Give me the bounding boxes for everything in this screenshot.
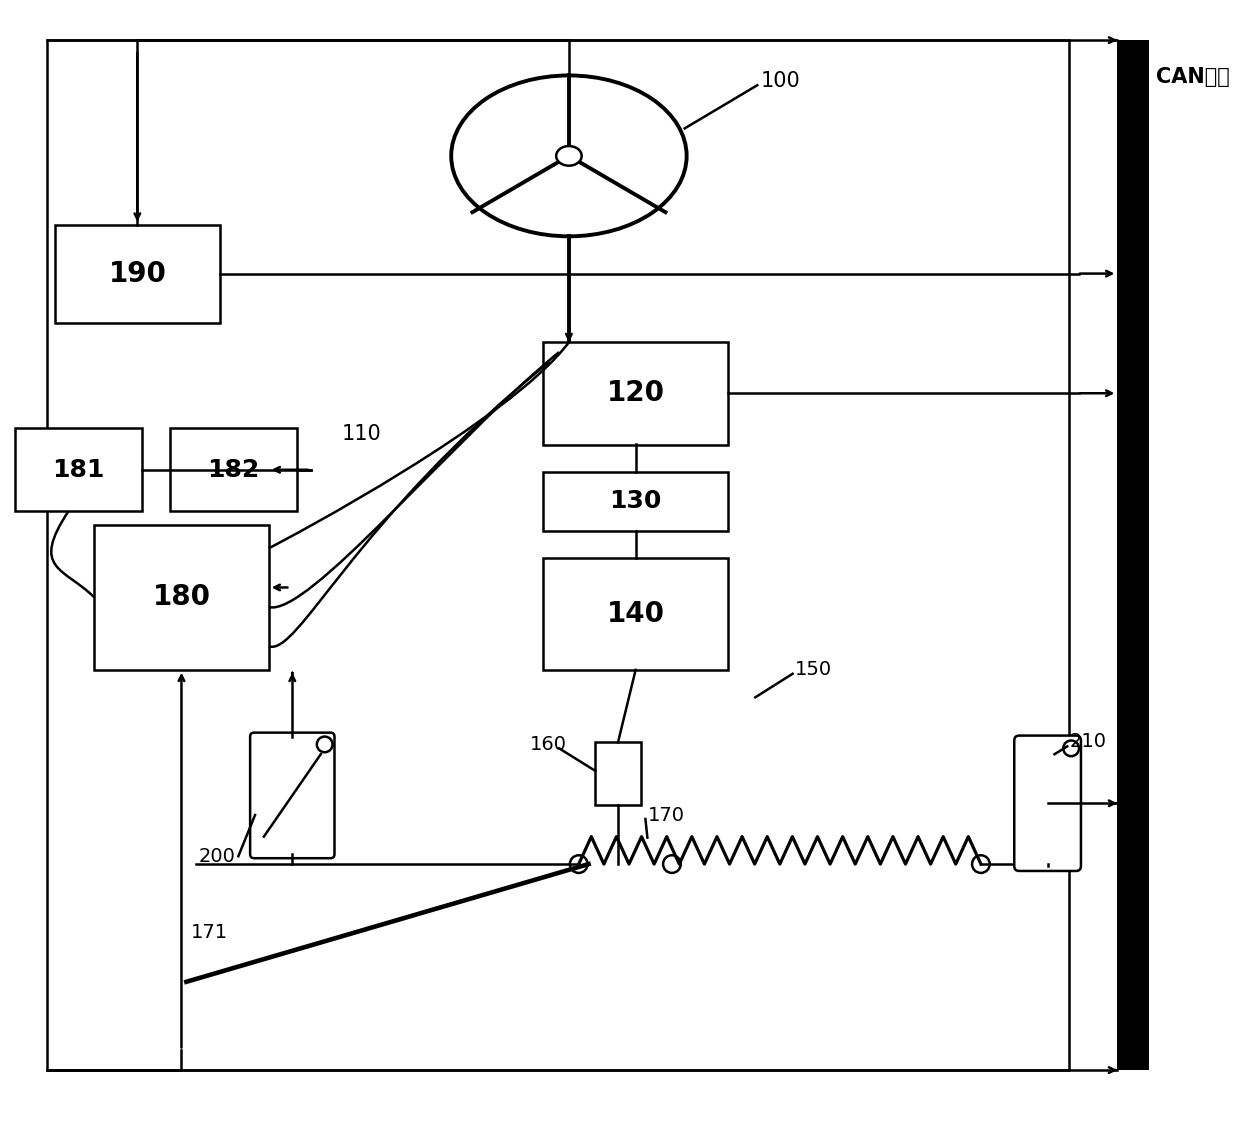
- Bar: [94, 525, 269, 670]
- Text: 130: 130: [609, 489, 662, 513]
- Bar: [595, 742, 641, 805]
- Text: 190: 190: [108, 260, 166, 288]
- Bar: [170, 428, 298, 511]
- Text: 110: 110: [341, 425, 381, 444]
- Text: 120: 120: [606, 379, 665, 407]
- Bar: [543, 557, 728, 670]
- Text: 182: 182: [207, 457, 259, 482]
- Bar: [15, 428, 143, 511]
- Text: 100: 100: [760, 72, 800, 91]
- Text: 181: 181: [52, 457, 104, 482]
- Text: 180: 180: [153, 583, 211, 611]
- Bar: [543, 472, 728, 530]
- FancyBboxPatch shape: [1014, 735, 1081, 871]
- Text: 150: 150: [795, 660, 832, 679]
- Text: 160: 160: [529, 735, 567, 754]
- Text: CAN总线: CAN总线: [1157, 67, 1230, 87]
- FancyBboxPatch shape: [250, 733, 335, 859]
- Text: 171: 171: [191, 924, 228, 943]
- Ellipse shape: [451, 75, 687, 237]
- Text: 170: 170: [647, 806, 684, 825]
- Bar: [543, 342, 728, 445]
- Text: 210: 210: [1069, 732, 1106, 751]
- Text: 200: 200: [198, 846, 236, 865]
- Ellipse shape: [557, 146, 582, 166]
- Bar: [1117, 40, 1148, 1071]
- Bar: [55, 224, 219, 323]
- Text: 140: 140: [606, 600, 665, 628]
- Bar: [47, 40, 1069, 1071]
